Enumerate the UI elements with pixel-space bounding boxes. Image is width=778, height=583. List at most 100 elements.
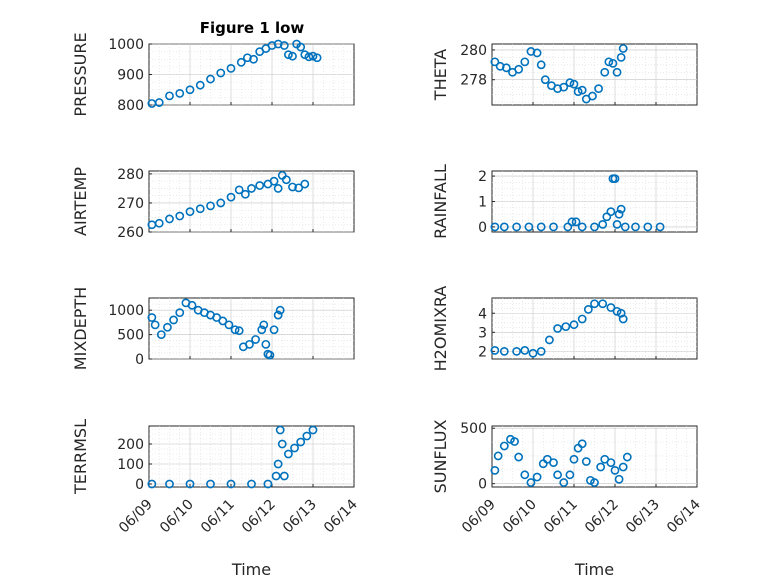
y-tick-label: 0 (478, 220, 487, 236)
y-axis-label: H2OMIXRA (431, 286, 450, 372)
x-tick-label: 06/13 (280, 497, 320, 537)
data-point (216, 68, 226, 78)
x-tick-label: 06/09 (116, 497, 156, 537)
data-point (571, 217, 581, 227)
data-point (612, 67, 622, 77)
x-axis-label: Time (231, 560, 271, 579)
data-point (510, 437, 519, 446)
data-point (493, 451, 503, 461)
y-tick-label: 0 (478, 477, 487, 493)
data-point (536, 222, 546, 232)
subplot-h2omixra: 2 3 4 H2OMIXRA (431, 286, 698, 372)
data-point (618, 462, 628, 472)
data-point (165, 479, 174, 489)
data-point (165, 91, 174, 101)
data-point (616, 308, 626, 318)
data-point (259, 320, 269, 330)
data-point (281, 175, 291, 185)
data-point (206, 201, 215, 211)
data-point (288, 51, 297, 61)
data-point (524, 222, 534, 232)
data-point (559, 82, 569, 92)
x-axis-label: Time (574, 560, 614, 579)
data-point (263, 479, 273, 489)
data-point (514, 452, 524, 462)
data-point (616, 204, 626, 214)
data-point (163, 322, 172, 332)
data-point (169, 315, 178, 325)
data-point (528, 348, 538, 358)
data-point (577, 314, 587, 324)
y-tick-label: 280 (460, 43, 487, 59)
data-point (598, 219, 608, 229)
data-point (618, 44, 628, 53)
x-tick-label: 06/11 (198, 497, 238, 537)
x-tick-label: 06/11 (541, 497, 581, 537)
data-point (501, 63, 511, 73)
y-tick-label: 800 (117, 98, 144, 114)
data-point (631, 222, 640, 232)
data-point (600, 67, 610, 77)
data-point (273, 184, 283, 193)
data-point (195, 80, 205, 90)
data-point (606, 303, 616, 312)
data-point (490, 346, 500, 355)
x-tick-label: 06/10 (157, 497, 197, 537)
data-point (596, 462, 606, 472)
y-axis-label: PRESSURE (71, 32, 90, 116)
data-point (271, 471, 281, 481)
data-point (569, 79, 579, 89)
data-point (288, 182, 297, 192)
data-point (514, 64, 524, 74)
data-point (569, 454, 579, 464)
y-tick-label: 0 (135, 477, 144, 493)
y-axis-label: MIXDEPTH (71, 287, 90, 370)
x-tick-label: 06/12 (239, 497, 279, 537)
y-tick-label: 270 (117, 196, 144, 212)
data-point (512, 346, 521, 356)
data-point (612, 306, 622, 316)
data-point (312, 53, 322, 63)
data-point (594, 84, 603, 94)
data-point (206, 479, 215, 489)
data-point (240, 189, 250, 199)
data-point (526, 478, 536, 487)
data-point (296, 42, 306, 52)
data-point (277, 439, 287, 449)
data-point (612, 219, 622, 229)
y-axis-label: AIRTEMP (71, 167, 90, 236)
data-point (559, 478, 569, 487)
data-point (499, 222, 509, 232)
y-tick-label: 4 (478, 306, 487, 322)
data-point (590, 478, 599, 487)
data-point (275, 425, 285, 435)
data-point (622, 452, 632, 462)
data-point (273, 459, 283, 469)
data-point (610, 174, 620, 184)
data-point (290, 443, 299, 453)
data-point (218, 316, 228, 326)
data-point (226, 64, 236, 73)
data-point (185, 479, 195, 489)
data-point (540, 75, 550, 85)
subplot-sun-flux: 0 500 SUNFLUX 06/09 06/10 06/11 06/12 06/13 06/1… (431, 420, 704, 579)
y-tick-label: 280 (117, 167, 144, 183)
data-point (614, 209, 624, 219)
y-tick-label: 2 (478, 169, 487, 185)
data-point (154, 98, 164, 107)
data-point (581, 457, 591, 466)
data-point (234, 326, 244, 336)
data-point (588, 91, 597, 101)
data-point (499, 346, 509, 356)
data-point (175, 308, 185, 318)
y-tick-label: 278 (460, 73, 487, 89)
y-tick-label: 100 (117, 457, 144, 473)
y-tick-label: 500 (460, 421, 487, 437)
data-point (247, 184, 256, 193)
data-point (536, 346, 546, 356)
data-point (520, 57, 530, 67)
data-point (294, 183, 304, 193)
data-point (545, 335, 554, 345)
data-point (606, 458, 616, 467)
